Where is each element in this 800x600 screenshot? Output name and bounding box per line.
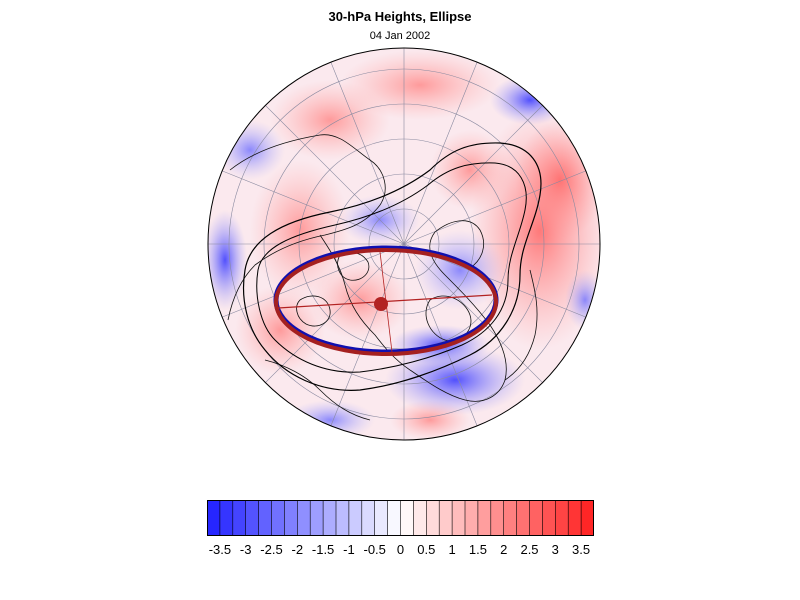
colorbar-bin xyxy=(374,500,389,536)
colorbar-bin xyxy=(477,500,492,536)
anomaly-field xyxy=(208,48,600,440)
colorbar-bin xyxy=(219,500,234,536)
colorbar-tick-label: -0.5 xyxy=(363,542,386,557)
colorbar-tick-label: 3.5 xyxy=(572,542,591,557)
colorbar-bin xyxy=(438,500,453,536)
colorbar-bin xyxy=(232,500,247,536)
colorbar-tick-label: 2.5 xyxy=(520,542,539,557)
colorbar-bin xyxy=(516,500,531,536)
colorbar-bin xyxy=(297,500,311,536)
vortex-center-marker xyxy=(374,297,388,311)
colorbar-bin xyxy=(464,500,479,536)
colorbar-bin xyxy=(322,500,337,536)
colorbar-bin xyxy=(426,500,440,536)
colorbar-bin xyxy=(580,500,594,536)
colorbar-tick-label: 0 xyxy=(396,542,405,557)
colorbar-tick-label: -3.5 xyxy=(208,542,232,557)
colorbar-tick-label: 2 xyxy=(500,542,508,557)
colorbar-tick-label: 3 xyxy=(551,542,559,557)
colorbar-bin xyxy=(271,500,285,536)
colorbar-tick-labels: -3.5 -3 -2.5 -2 -1.5 -1 -0.5 0 0.5 1 1.5 2 2.5 3 3.5 xyxy=(0,542,800,562)
colorbar-bin xyxy=(258,500,273,536)
colorbar-bin xyxy=(567,500,582,536)
colorbar-bin xyxy=(387,500,402,536)
colorbar-tick-label: 1.5 xyxy=(468,542,487,557)
colorbar-tick-label: -2.5 xyxy=(260,542,283,557)
colorbar-tick-label: -3 xyxy=(239,542,252,557)
chart-subtitle: 04 Jan 2002 xyxy=(369,30,431,42)
fitted-ellipse xyxy=(274,248,498,356)
colorbar-bin xyxy=(529,500,543,536)
height-contour-outer xyxy=(242,142,542,391)
colorbar-bin xyxy=(335,500,350,536)
colorbar xyxy=(207,500,594,536)
colorbar-bin xyxy=(413,500,427,536)
colorbar-bin xyxy=(245,500,260,536)
colorbar-bin xyxy=(207,500,221,536)
chart-title: 30-hPa Heights, Ellipse xyxy=(328,9,472,24)
colorbar-tick-label: -1 xyxy=(343,542,355,557)
colorbar-bin xyxy=(554,500,569,536)
colorbar-bin xyxy=(490,500,505,536)
colorbar-bin xyxy=(503,500,518,536)
polar-map xyxy=(207,47,601,441)
globe-outline xyxy=(207,47,601,441)
colorbar-bin xyxy=(309,500,324,536)
colorbar-bin xyxy=(542,500,556,536)
colorbar-bin xyxy=(400,500,414,536)
colorbar-bin xyxy=(284,500,298,536)
height-contour-inner xyxy=(256,162,527,373)
colorbar-bin xyxy=(348,500,363,536)
colorbar-bin xyxy=(361,500,376,536)
colorbar-tick-label: -1.5 xyxy=(311,542,335,557)
colorbar-bin xyxy=(451,500,466,536)
colorbar-tick-label: -2 xyxy=(291,542,304,557)
colorbar-tick-label: 0.5 xyxy=(417,542,436,557)
colorbar-outline xyxy=(207,500,594,536)
colorbar-tick-label: 1 xyxy=(448,542,456,557)
